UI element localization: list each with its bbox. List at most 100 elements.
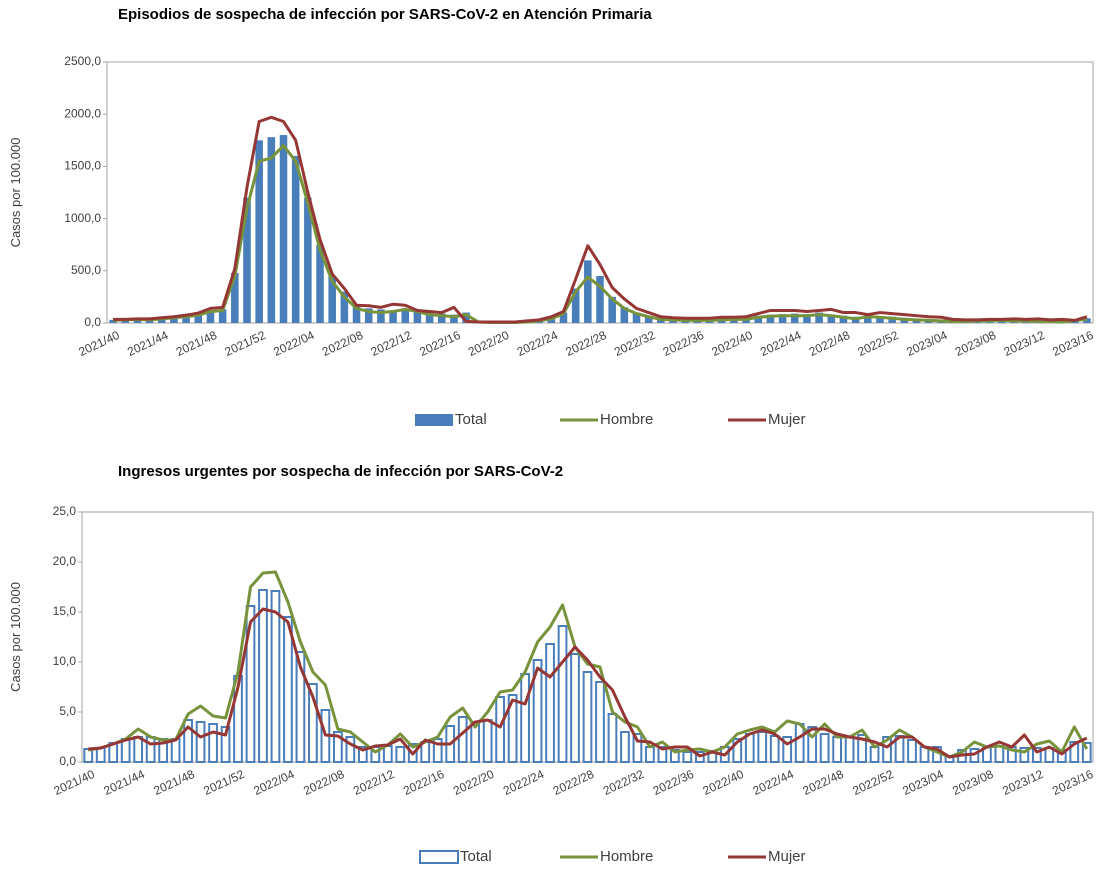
x-tick-label: 2022/28 — [563, 328, 609, 359]
bar — [120, 738, 131, 763]
bar — [839, 315, 848, 323]
x-tick-label: 2022/44 — [751, 767, 797, 798]
x-tick-label: 2022/04 — [251, 767, 297, 798]
bar — [182, 315, 190, 323]
bar — [769, 735, 780, 763]
sub-chart: Episodios de sospecha de infección por S… — [8, 6, 1096, 428]
x-tick-label: 2022/52 — [850, 767, 896, 798]
bar — [782, 736, 793, 763]
bar — [520, 673, 530, 763]
bar — [109, 319, 117, 323]
bar — [316, 244, 324, 323]
x-tick-label: 2021/48 — [151, 767, 197, 798]
bar — [645, 746, 655, 763]
bar — [766, 314, 775, 323]
x-tick-label: 2023/16 — [1050, 767, 1096, 798]
y-tick-label: 0,0 — [84, 315, 101, 329]
bar — [570, 653, 580, 763]
x-tick-label: 2021/52 — [223, 328, 269, 359]
x-tick-label: 2022/32 — [612, 328, 658, 359]
bar — [95, 747, 106, 763]
x-tick-label: 2023/04 — [900, 767, 946, 798]
y-tick-label: 2500,0 — [64, 54, 101, 68]
bar — [364, 308, 373, 323]
bar — [279, 135, 288, 323]
x-tick-label: 2021/44 — [102, 767, 148, 798]
bar — [377, 309, 385, 323]
legend-label: Hombre — [600, 848, 653, 865]
legend-label: Total — [455, 411, 487, 428]
bar — [328, 276, 336, 323]
bar — [754, 315, 763, 323]
bar — [1019, 747, 1030, 763]
bar — [1081, 742, 1092, 763]
x-tick-label: 2022/08 — [320, 328, 366, 359]
x-tick-label: 2022/08 — [301, 767, 347, 798]
y-tick-label: 1500,0 — [64, 159, 101, 173]
bar — [206, 310, 215, 323]
bar — [345, 736, 356, 763]
bar — [245, 605, 256, 763]
bar — [657, 746, 668, 763]
bar — [757, 731, 768, 763]
x-tick-label: 2022/48 — [800, 767, 846, 798]
bar — [258, 589, 268, 763]
bar — [547, 317, 556, 323]
x-tick-label: 2022/20 — [466, 328, 512, 359]
bar — [607, 713, 618, 763]
legend-label: Mujer — [768, 411, 806, 428]
bar — [832, 736, 842, 763]
bar — [333, 731, 343, 763]
bar — [807, 726, 818, 763]
x-tick-label: 2021/52 — [201, 767, 247, 798]
bar — [557, 625, 568, 763]
y-tick-label: 10,0 — [53, 654, 77, 668]
x-tick-label: 2023/08 — [950, 767, 996, 798]
bar — [888, 316, 896, 323]
legend-label: Hombre — [600, 411, 653, 428]
legend-swatch — [415, 414, 453, 426]
bar — [267, 137, 276, 323]
legend-label: Total — [460, 848, 492, 865]
bar — [218, 309, 227, 323]
x-tick-label: 2022/36 — [661, 328, 707, 359]
bar — [208, 723, 218, 763]
bar — [803, 314, 811, 323]
x-tick-label: 2022/12 — [351, 767, 397, 798]
bar — [183, 719, 193, 763]
bar — [844, 736, 855, 763]
bar — [559, 312, 568, 323]
x-tick-label: 2022/36 — [651, 767, 697, 798]
bar — [620, 307, 629, 323]
x-tick-label: 2021/40 — [52, 767, 98, 798]
bar — [432, 738, 443, 763]
bar — [790, 313, 799, 323]
bar — [857, 734, 867, 763]
bar — [170, 316, 178, 323]
x-tick-label: 2022/16 — [417, 328, 463, 359]
x-tick-label: 2023/12 — [1002, 328, 1048, 359]
bar — [220, 726, 231, 763]
bar — [194, 313, 203, 323]
bar — [794, 723, 805, 763]
line — [113, 115, 1088, 324]
x-tick-label: 2022/32 — [601, 767, 647, 798]
bar — [571, 288, 580, 323]
x-tick-label: 2022/04 — [271, 328, 317, 359]
bar — [876, 316, 884, 323]
bar — [595, 681, 605, 763]
bar — [308, 683, 318, 763]
x-tick-label: 2021/48 — [174, 328, 220, 359]
y-tick-label: 5,0 — [59, 704, 76, 718]
chart-title: Ingresos urgentes por sospecha de infecc… — [118, 463, 563, 480]
bar — [283, 616, 293, 763]
bar — [620, 731, 630, 763]
bar — [507, 694, 518, 763]
bar — [395, 746, 406, 763]
bar — [1031, 747, 1042, 763]
bar — [382, 745, 393, 763]
bar — [270, 590, 281, 763]
bar — [482, 719, 493, 763]
bar — [413, 309, 422, 323]
